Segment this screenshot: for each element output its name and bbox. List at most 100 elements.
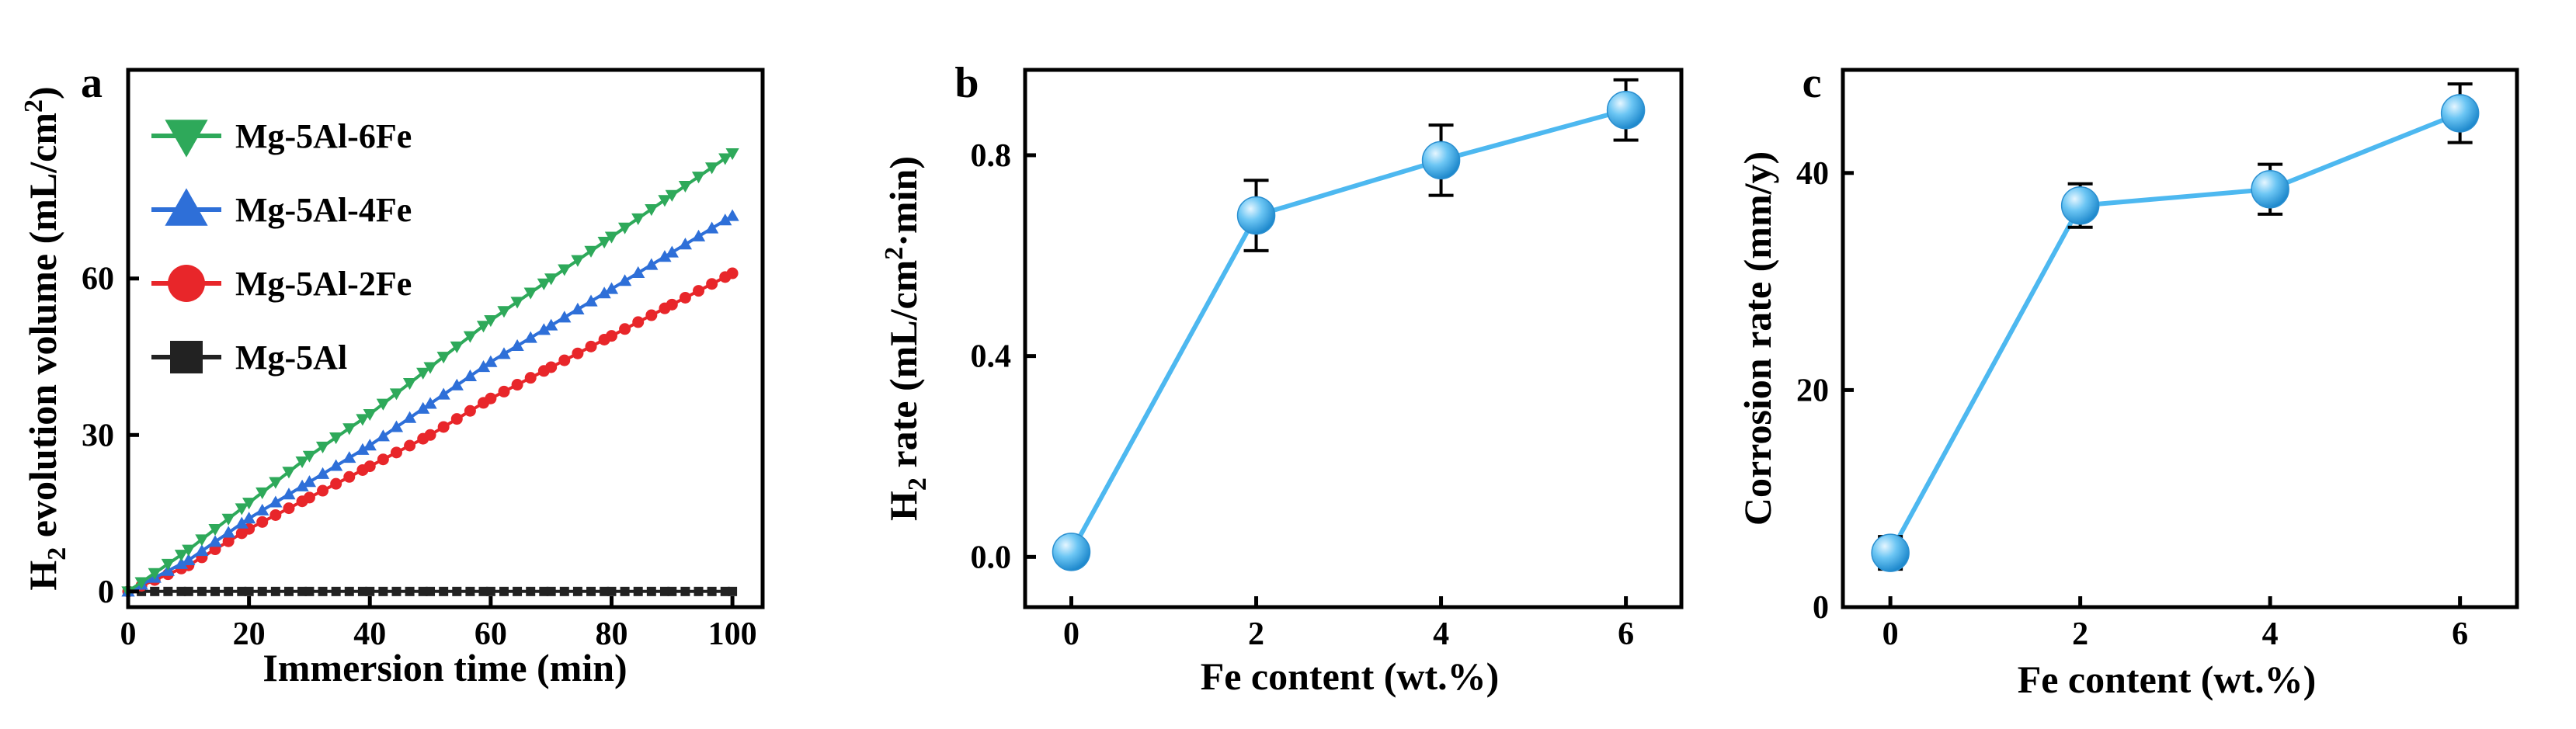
panel-b-letter: b — [954, 59, 979, 107]
data-point — [356, 414, 370, 426]
data-point — [691, 229, 706, 241]
data-point — [558, 311, 572, 323]
data-point — [269, 495, 283, 508]
panel-a-letter: a — [81, 59, 103, 107]
panel-a-y-tick-label: 30 — [82, 418, 114, 453]
data-point — [256, 487, 269, 499]
data-point — [148, 568, 162, 580]
data-point — [524, 372, 537, 384]
data-point — [416, 401, 430, 414]
data-point — [665, 245, 679, 258]
data-point — [539, 586, 549, 596]
panel-a-y-tick-label: 60 — [82, 262, 114, 297]
data-point — [304, 586, 315, 596]
panel-b-ticks: 0 2 4 6 0.0 0.4 0.8 — [971, 138, 1635, 652]
data-point — [402, 411, 417, 423]
data-point — [511, 379, 523, 391]
data-point — [667, 586, 677, 596]
data-point — [424, 429, 436, 441]
panel-a-y-title-sub: 2 — [43, 547, 71, 561]
data-point — [221, 526, 235, 538]
data-point — [378, 586, 388, 596]
data-point — [342, 423, 356, 436]
data-point — [269, 509, 282, 521]
data-point — [725, 209, 739, 221]
data-point — [513, 586, 523, 596]
data-point — [680, 586, 690, 596]
data-point — [404, 439, 416, 452]
data-point — [377, 453, 389, 466]
data-point — [706, 278, 718, 290]
panel-b-x-tick-label: 6 — [1618, 616, 1634, 652]
data-point — [484, 315, 498, 328]
data-point — [302, 475, 317, 488]
panel-b-chart: 0 2 4 60.00.40.8 b Fe content (wt.%) H2 rat… — [880, 59, 1684, 698]
data-point — [163, 586, 173, 596]
panel-a-plot-frame — [126, 68, 765, 609]
panel-c-letter: c — [1803, 59, 1822, 107]
data-point — [452, 586, 462, 596]
data-point — [584, 294, 598, 307]
data-point — [485, 392, 497, 404]
data-point — [476, 321, 491, 333]
data-point — [195, 534, 209, 547]
data-point — [423, 397, 437, 409]
data-point — [545, 361, 558, 373]
data-point — [318, 586, 328, 596]
data-point — [222, 535, 235, 547]
data-point — [665, 189, 679, 202]
panel-a-y-title-h: H — [21, 561, 64, 591]
data-point — [439, 586, 449, 596]
panel-c-y-tick-label: 0 — [1813, 590, 1829, 626]
panel-b-x-tick-label: 0 — [1063, 616, 1079, 652]
data-point — [363, 408, 377, 422]
panel-a-x-axis-title: Immersion time (min) — [262, 646, 627, 689]
panel-b-y-title-h: H — [881, 491, 925, 521]
data-point — [210, 586, 221, 596]
data-point — [499, 586, 509, 596]
data-point — [389, 388, 404, 401]
panel-a-x-tick-label: 20 — [233, 616, 266, 652]
data-point — [726, 267, 739, 279]
panel-b-y-title-sup: 2 — [880, 247, 909, 260]
data-point — [691, 172, 706, 184]
data-point — [620, 586, 630, 596]
panel-b-y-tick-label: 0.4 — [971, 339, 1012, 375]
data-point — [237, 586, 247, 596]
panel-a-ticks: 0 20 40 60 80 100 0 30 60 — [82, 262, 757, 652]
data-point — [658, 195, 672, 207]
data-point — [402, 378, 417, 391]
data-point — [645, 204, 659, 217]
legend-label: Mg-5Al-4Fe — [235, 191, 412, 229]
data-point — [242, 512, 256, 524]
panel-b-x-axis-title: Fe content (wt.%) — [1201, 654, 1500, 698]
data-point — [572, 586, 582, 596]
data-point — [295, 479, 309, 491]
data-point — [510, 297, 524, 309]
data-point — [605, 330, 617, 342]
data-point — [571, 255, 585, 267]
data-point — [464, 404, 476, 417]
panel-b-y-axis-title: H2 rate (mL/cm2·min) — [880, 156, 932, 521]
data-point — [597, 286, 611, 299]
data-point — [658, 250, 672, 262]
data-point — [1421, 141, 1461, 180]
data-point — [329, 459, 343, 471]
data-point — [678, 238, 693, 250]
data-point — [235, 503, 249, 516]
data-point — [544, 273, 558, 286]
series-line — [1069, 107, 1627, 554]
data-point — [633, 586, 643, 596]
data-point — [2060, 186, 2100, 225]
data-point — [329, 432, 343, 445]
panel-c-y-axis-title: Corrosion rate (mm/y) — [1736, 151, 1779, 526]
data-point — [1606, 90, 1646, 130]
data-point — [282, 467, 296, 479]
panel-c-plot-frame — [1841, 68, 2519, 609]
legend-marker — [165, 188, 208, 226]
data-point — [174, 550, 189, 562]
data-point — [356, 443, 370, 455]
panel-a-x-tick-label: 0 — [120, 616, 137, 652]
data-point — [450, 378, 464, 391]
data-point — [257, 586, 267, 596]
